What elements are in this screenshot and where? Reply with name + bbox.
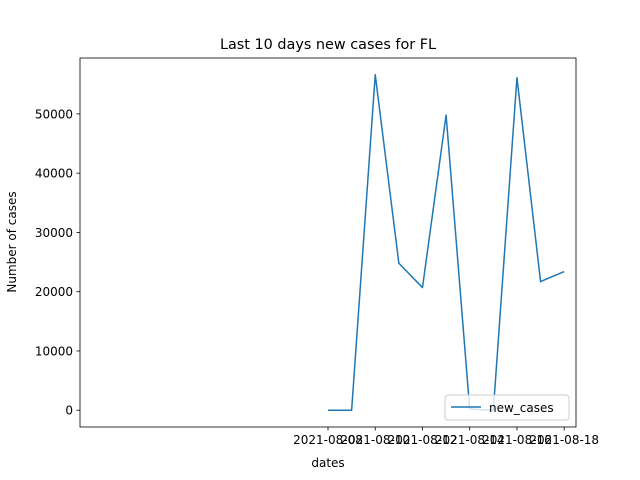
chart-title: Last 10 days new cases for FL — [220, 37, 436, 53]
plot-area — [80, 58, 576, 427]
legend-box — [444, 394, 570, 421]
x-tick-label: 2021-08-18 — [529, 433, 599, 447]
y-tick-label: 30000 — [35, 226, 73, 240]
x-tick-label: 2021-08-14 — [435, 433, 505, 447]
x-axis-label: dates — [311, 456, 344, 470]
legend-label-new-cases: new_cases — [489, 401, 554, 415]
series-layer — [328, 74, 565, 411]
y-tick-label: 50000 — [35, 107, 73, 121]
x-tick-label: 2021-08-16 — [482, 433, 552, 447]
y-tick-label: 40000 — [35, 167, 73, 181]
x-tick-label: 2021-08-08 — [293, 433, 363, 447]
y-tick-label: 20000 — [35, 285, 73, 299]
x-tick-label: 2021-08-12 — [388, 433, 458, 447]
x-axis: 2021-08-082021-08-102021-08-122021-08-14… — [293, 427, 599, 447]
y-tick-label: 10000 — [35, 344, 73, 358]
y-axis: 0 10000 20000 30000 40000 50000 — [35, 107, 80, 418]
series-line-new-cases — [328, 74, 565, 411]
x-tick-label: 2021-08-10 — [340, 433, 410, 447]
legend: new_cases — [444, 394, 570, 421]
y-axis-label: Number of cases — [5, 191, 19, 292]
plot-frame — [79, 57, 577, 428]
y-tick-label: 0 — [65, 404, 73, 418]
